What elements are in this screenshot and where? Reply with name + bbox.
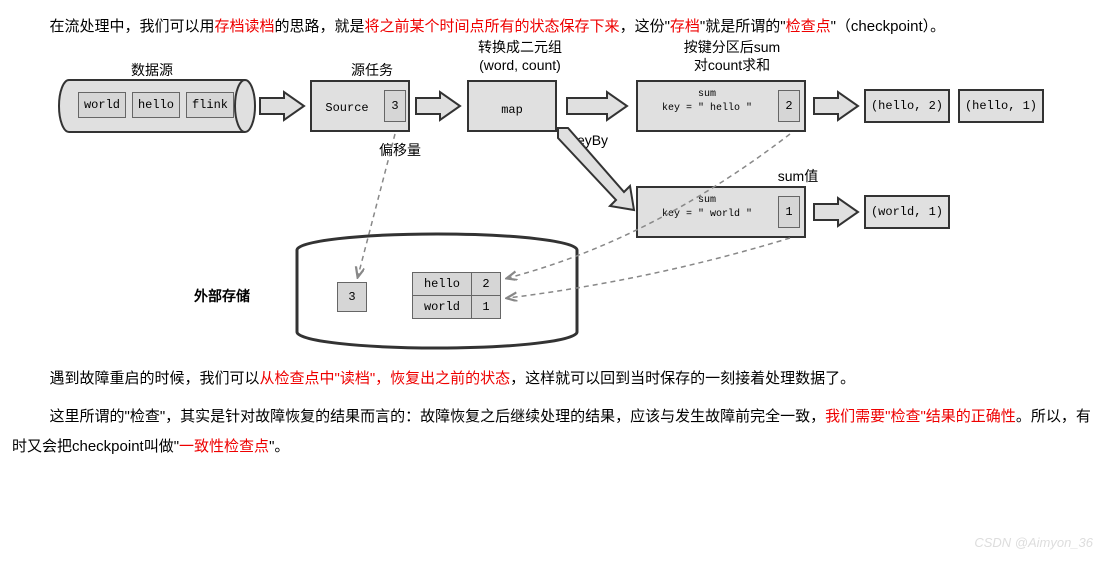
store-r1k: hello [412,272,472,296]
p1-t5: ，这份" [620,18,670,35]
p3-t2: 我们需要"检查"结果的正确性 [825,408,1016,425]
sum-world-val: 1 [778,196,800,228]
arrow-out-hello [814,92,858,120]
p1-t7: "就是所谓的" [700,18,786,35]
label-map-line1: 转换成二元组 [460,38,580,56]
label-map-line2: (word, count) [460,56,580,74]
arrow-3-world [558,128,636,212]
p3-t4: 一致性检查点 [179,438,269,455]
p3-t1: 这里所谓的"检查"，其实是针对故障恢复的结果而言的：故障恢复之后继续处理的结果，… [50,408,826,425]
label-offset: 偏移量 [370,136,430,164]
p2-t1: 遇到故障重启的时候，我们可以 [50,370,260,387]
p2-t2: 从检查点中"读档"，恢复出之前的状态 [260,370,511,387]
paragraph-2: 遇到故障重启的时候，我们可以从检查点中"读档"，恢复出之前的状态，这样就可以回到… [12,364,1105,394]
label-sum-line1: 按键分区后sum [662,38,802,56]
p1-t4: 将之前某个时间点所有的状态保存下来 [365,18,620,35]
label-storage: 外部存储 [182,282,262,310]
sum-world-text: sum key = " world " [636,194,778,222]
paragraph-3: 这里所谓的"检查"，其实是针对故障恢复的结果而言的：故障恢复之后继续处理的结果，… [12,402,1105,462]
sum-world-key: key = " world " [636,208,778,222]
label-sum: 按键分区后sum 对count求和 [662,38,802,74]
map-name: map [467,98,557,122]
arrow-2 [416,92,460,120]
data-word-0: world [78,92,126,118]
arrow-1 [260,92,304,120]
label-map: 转换成二元组 (word, count) [460,38,580,74]
p3-t5: "。 [269,438,289,455]
label-sum-line2: 对count求和 [662,56,802,74]
store-offset: 3 [337,282,367,312]
sum-hello-val: 2 [778,90,800,122]
arrow-out-world [814,198,858,226]
p1-t2: 存档读档 [215,18,275,35]
watermark: CSDN @Aimyon_36 [974,530,1093,556]
source-name: Source [310,96,384,120]
store-r2v: 1 [471,295,501,319]
out-hello-1: (hello, 1) [958,89,1044,123]
store-r1v: 2 [471,272,501,296]
store-r2k: world [412,295,472,319]
p1-t9: "（checkpoint）。 [831,18,946,35]
label-sumval: sum值 [768,162,828,190]
sum-world-sum: sum [636,194,778,208]
p2-t3: ，这样就可以回到当时保存的一刻接着处理数据了。 [510,370,855,387]
sum-hello-key: key = " hello " [636,102,778,116]
p1-t1: 在流处理中，我们可以用 [50,18,215,35]
arrow-3-hello [567,92,627,120]
out-hello-2: (hello, 2) [864,89,950,123]
checkpoint-diagram: 数据源 源任务 转换成二元组 (word, count) 按键分区后sum 对c… [12,50,1105,360]
p1-t8: 检查点 [786,18,831,35]
source-offset: 3 [384,90,406,122]
data-word-1: hello [132,92,180,118]
data-word-2: flink [186,92,234,118]
p1-t3: 的思路，就是 [275,18,365,35]
out-world-1: (world, 1) [864,195,950,229]
sum-hello-text: sum key = " hello " [636,88,778,116]
sum-hello-sum: sum [636,88,778,102]
p1-t6: 存档 [670,18,700,35]
